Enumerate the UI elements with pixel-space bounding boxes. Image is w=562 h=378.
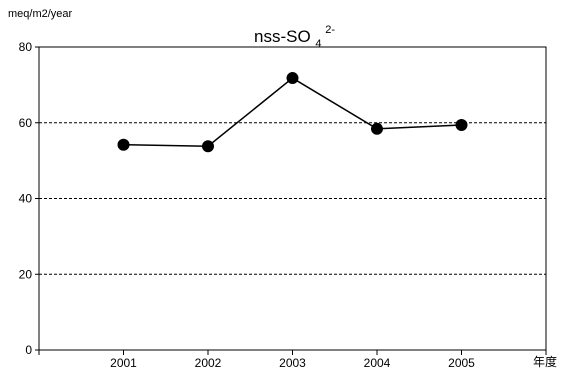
chart-title-main: nss-SO — [254, 27, 311, 46]
y-tick-label: 20 — [19, 267, 33, 281]
x-tick-label: 2003 — [279, 356, 306, 370]
y-tick-label: 40 — [19, 192, 33, 206]
series — [117, 72, 468, 153]
y-tick-label: 0 — [25, 343, 32, 357]
data-point — [371, 122, 383, 135]
x-tick-labels: 2001 2002 2003 2004 2005 — [38, 350, 547, 370]
x-tick-label: 2005 — [448, 356, 475, 370]
data-point — [455, 119, 468, 132]
data-point — [202, 140, 214, 153]
y-tick-label: 80 — [19, 40, 33, 54]
x-tick-label: 2001 — [110, 356, 137, 370]
y-tick-labels: 0 20 40 60 80 — [19, 40, 39, 357]
x-axis-label: 年度 — [533, 354, 557, 369]
chart-title: nss-SO 4 2- — [254, 24, 335, 51]
x-tick-label: 2002 — [195, 356, 222, 370]
data-point — [117, 138, 130, 151]
chart-title-superscript: 2- — [325, 24, 335, 36]
y-axis-label: meq/m2/year — [8, 8, 73, 20]
chart-title-subscript: 4 — [315, 38, 321, 50]
data-point — [286, 72, 299, 85]
y-tick-label: 60 — [19, 116, 33, 130]
x-tick-label: 2004 — [364, 356, 391, 370]
